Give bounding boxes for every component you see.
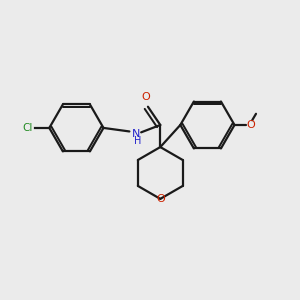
Text: O: O	[141, 92, 150, 102]
Text: O: O	[156, 194, 165, 204]
Text: Cl: Cl	[23, 123, 33, 133]
Text: O: O	[247, 120, 256, 130]
Text: H: H	[134, 136, 141, 146]
Text: N: N	[132, 129, 140, 139]
